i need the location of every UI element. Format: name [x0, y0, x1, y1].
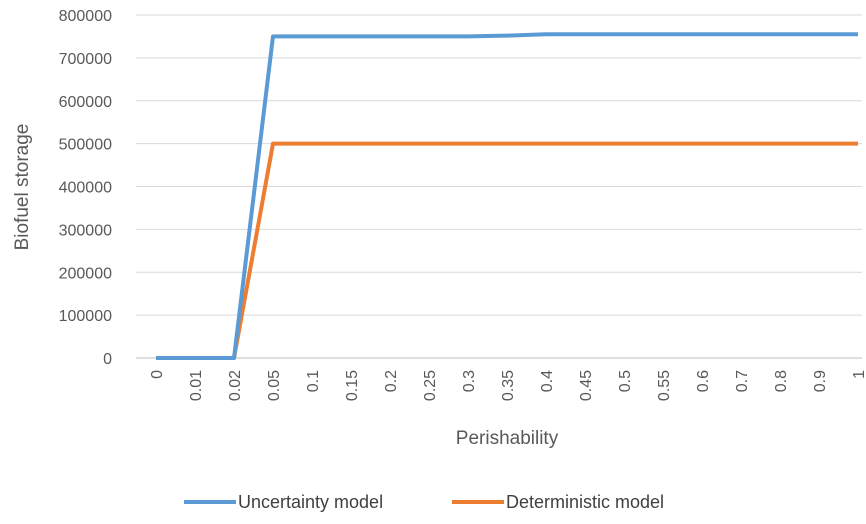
legend-item: Deterministic model [452, 492, 664, 512]
x-tick-label: 0.45 [578, 370, 595, 401]
legend: Uncertainty model Deterministic model [184, 492, 664, 512]
x-tick-label: 0 [149, 370, 166, 379]
x-tick-label: 0.5 [617, 370, 634, 392]
x-tick-label: 0.1 [305, 370, 322, 392]
x-tick-label: 1 [851, 370, 866, 379]
x-tick-label: 0.35 [500, 370, 517, 401]
x-tick-label: 0.7 [734, 370, 751, 392]
legend-label: Deterministic model [506, 492, 664, 512]
x-tick-labels: 0 0.01 0.02 0.05 0.1 0.15 0.2 0.25 0.3 0.35 0.4 0.4… [149, 370, 866, 401]
y-tick-label: 300000 [59, 222, 112, 239]
x-tick-label: 0.6 [695, 370, 712, 392]
x-tick-label: 0.55 [656, 370, 673, 401]
x-tick-label: 0.25 [422, 370, 439, 401]
y-tick-label: 700000 [59, 51, 112, 68]
y-tick-label: 600000 [59, 94, 112, 111]
legend-label: Uncertainty model [238, 492, 383, 512]
series-line-1 [156, 141, 858, 360]
x-tick-label: 0.2 [383, 370, 400, 392]
x-tick-label: 0.9 [812, 370, 829, 392]
y-axis-title: Biofuel storage [12, 124, 33, 251]
y-tick-label: 400000 [59, 180, 112, 197]
series-line-0 [156, 32, 858, 360]
series-lines [156, 32, 858, 360]
y-tick-label: 0 [103, 351, 112, 368]
x-tick-label: 0.3 [461, 370, 478, 392]
x-tick-label: 0.15 [344, 370, 361, 401]
legend-item: Uncertainty model [184, 492, 383, 512]
x-tick-label: 0.8 [773, 370, 790, 392]
x-tick-label: 0.4 [539, 370, 556, 392]
x-tick-label: 0.02 [227, 370, 244, 401]
y-tick-label: 800000 [59, 8, 112, 25]
x-tick-label: 0.05 [266, 370, 283, 401]
y-tick-label: 500000 [59, 137, 112, 154]
y-tick-label: 200000 [59, 265, 112, 282]
y-tick-labels: 0 100000 200000 300000 400000 500000 600000 700… [59, 8, 112, 368]
y-tick-label: 100000 [59, 308, 112, 325]
x-tick-label: 0.01 [188, 370, 205, 401]
x-axis-title: Perishability [456, 428, 559, 449]
